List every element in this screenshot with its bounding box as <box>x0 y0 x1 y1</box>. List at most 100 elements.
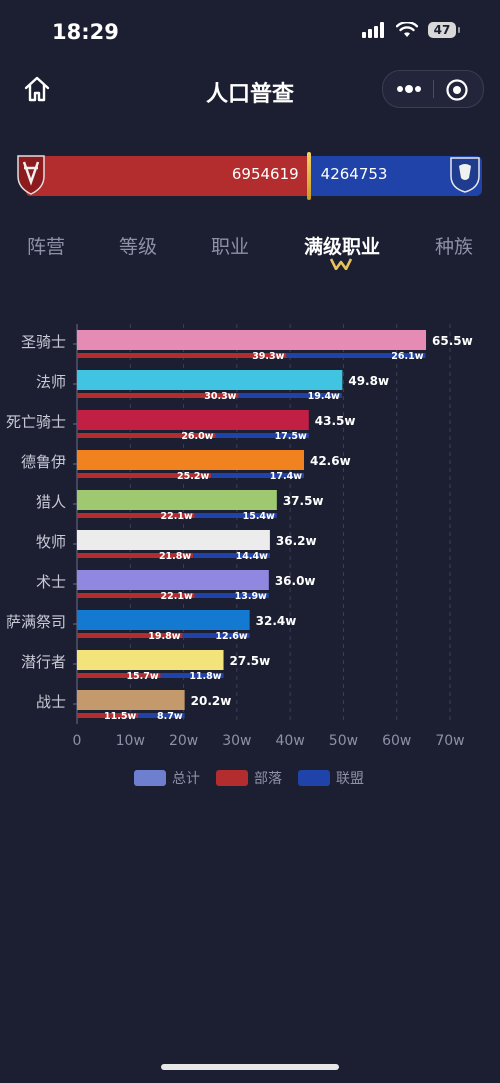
wifi-icon <box>396 22 418 37</box>
x-tick-label: 60w <box>382 733 411 749</box>
bar-alliance <box>211 473 304 478</box>
x-tick-label: 30w <box>222 733 251 749</box>
x-tick-label: 20w <box>169 733 198 749</box>
faction-ratio-bar: 6954619 4264753 <box>14 152 482 200</box>
bar-total <box>77 610 250 630</box>
bar-total <box>77 530 270 550</box>
bar-total <box>77 410 309 430</box>
max-level-class-chart: 0 10w 20w 30w 40w 50w 60w 70w 圣骑士 65.5w 39.3w 26.1w… <box>0 300 500 800</box>
bar-horde-label: 22.1w <box>161 511 193 522</box>
bar-total <box>77 570 269 590</box>
bar-horde <box>77 553 194 558</box>
bar-total-label: 49.8w <box>348 374 389 388</box>
horde-emblem-icon <box>17 155 45 195</box>
legend-swatch <box>134 770 166 786</box>
signal-icon <box>362 22 384 38</box>
horde-count: 6954619 <box>231 165 299 183</box>
bar-alliance-label: 15.4w <box>243 511 275 522</box>
tab-race[interactable]: 种族 <box>434 236 473 258</box>
bar-alliance <box>182 633 250 638</box>
bar-alliance-label: 19.4w <box>308 391 340 402</box>
bar-chart-svg: 0 10w 20w 30w 40w 50w 60w 70w 圣骑士 65.5w 39.3w 26.1w… <box>6 324 473 787</box>
nav-bar: 人口普查 <box>0 66 500 114</box>
bar-alliance <box>138 713 185 718</box>
bar-alliance <box>193 553 270 558</box>
bar-alliance <box>238 393 342 398</box>
category-label: 潜行者 <box>21 653 66 671</box>
bar-total <box>77 450 304 470</box>
close-miniprogram-icon[interactable] <box>445 78 469 102</box>
bar-alliance <box>215 433 309 438</box>
bar-horde-label: 22.1w <box>161 591 193 602</box>
category-label: 牧师 <box>36 533 66 551</box>
category-label: 术士 <box>36 573 66 591</box>
bar-horde-label: 19.8w <box>148 631 180 642</box>
bar-total-label: 36.0w <box>275 574 316 588</box>
category-label: 萨满祭司 <box>6 613 66 631</box>
bar-horde <box>77 673 161 678</box>
alliance-emblem-icon <box>450 157 480 193</box>
bar-horde <box>77 473 212 478</box>
category-label: 死亡骑士 <box>6 413 66 431</box>
bar-alliance-label: 12.6w <box>215 631 247 642</box>
bar-alliance <box>160 673 224 678</box>
page-title: 人口普查 <box>205 82 294 107</box>
x-tick-label: 40w <box>276 733 305 749</box>
category-tabs: 阵营 等级 职业 满级职业 种族 <box>0 228 500 278</box>
bar-alliance-label: 17.5w <box>275 431 307 442</box>
legend-label: 总计 <box>172 771 200 787</box>
tab-class[interactable]: 职业 <box>210 236 249 258</box>
bar-total <box>77 370 343 390</box>
bar-alliance-label: 14.4w <box>236 551 268 562</box>
bar-total <box>77 690 185 710</box>
bar-horde <box>77 353 287 358</box>
home-icon[interactable] <box>22 74 52 104</box>
bar-total-label: 43.5w <box>315 414 356 428</box>
tab-max-level-class[interactable]: 满级职业 <box>303 236 380 258</box>
bar-total <box>77 330 427 350</box>
bar-total <box>77 490 277 510</box>
category-label: 战士 <box>36 693 66 711</box>
category-label: 法师 <box>36 373 66 391</box>
more-icon[interactable] <box>395 80 423 98</box>
home-indicator[interactable] <box>161 1064 339 1070</box>
bar-horde-label: 26.0w <box>181 431 213 442</box>
bar-alliance <box>194 593 269 598</box>
bar-alliance <box>194 513 277 518</box>
x-tick-label: 70w <box>435 733 464 749</box>
category-label: 德鲁伊 <box>21 453 66 471</box>
tab-level[interactable]: 等级 <box>118 236 157 258</box>
bar-alliance <box>286 353 426 358</box>
bar-alliance-label: 17.4w <box>270 471 302 482</box>
x-tick-label: 10w <box>116 733 145 749</box>
bar-horde-label: 11.5w <box>104 711 136 722</box>
category-label: 圣骑士 <box>21 333 66 351</box>
bar-alliance-label: 13.9w <box>235 591 267 602</box>
bar-horde-label: 30.3w <box>204 391 236 402</box>
battery-icon: 47 <box>428 22 460 38</box>
bar-horde <box>77 433 216 438</box>
tab-faction[interactable]: 阵营 <box>26 236 65 258</box>
active-tab-indicator <box>330 258 352 270</box>
bar-total <box>77 650 224 670</box>
mini-program-capsule <box>382 70 484 108</box>
horde-bar <box>26 156 309 196</box>
bar-total-label: 42.6w <box>310 454 351 468</box>
bar-total-label: 20.2w <box>191 694 232 708</box>
bar-horde <box>77 713 139 718</box>
status-bar: 18:29 47 <box>0 0 500 66</box>
faction-divider <box>306 152 311 200</box>
bar-horde-label: 25.2w <box>177 471 209 482</box>
legend-label: 部落 <box>254 771 282 787</box>
x-tick-label: 0 <box>73 733 82 749</box>
bar-horde <box>77 393 239 398</box>
bar-alliance-label: 26.1w <box>391 351 423 362</box>
bar-horde-label: 21.8w <box>159 551 191 562</box>
legend-label: 联盟 <box>336 771 364 787</box>
bar-total-label: 32.4w <box>256 614 297 628</box>
bar-total-label: 36.2w <box>276 534 317 548</box>
status-time: 18:29 <box>52 20 119 44</box>
legend-swatch <box>298 770 330 786</box>
alliance-count: 4264753 <box>320 165 388 183</box>
bar-horde-label: 39.3w <box>252 351 284 362</box>
